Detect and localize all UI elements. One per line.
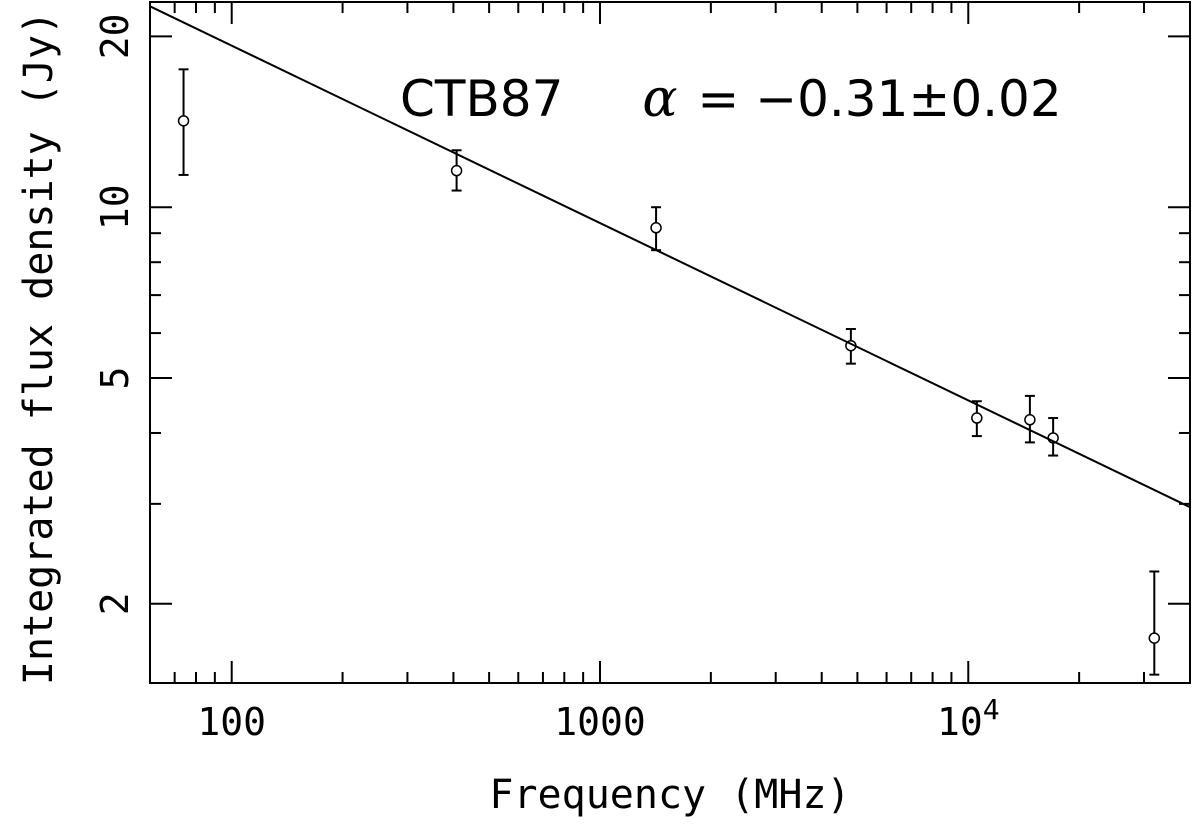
data-point xyxy=(177,115,190,127)
annotation-alpha-symbol: α xyxy=(642,69,677,129)
y-tick-label: 20 xyxy=(93,14,137,60)
annotation-source: CTB87 xyxy=(400,70,563,128)
y-axis-title: Integrated flux density (Jy) xyxy=(16,11,62,685)
data-point xyxy=(1148,632,1161,644)
data-point xyxy=(971,412,983,424)
fit-line xyxy=(149,5,1191,509)
x-tick-label: 100 xyxy=(197,700,266,744)
tick-labels: 100 1000 104 2 5 10 20 xyxy=(93,14,1000,744)
x-axis-title: Frequency (MHz) xyxy=(489,772,850,818)
data-point xyxy=(1024,414,1036,426)
plot-frame xyxy=(149,1,1191,684)
x-tick-label: 104 xyxy=(937,693,1000,744)
data-point xyxy=(1047,432,1059,444)
y-tick-label: 2 xyxy=(93,592,137,615)
data-point xyxy=(845,339,857,352)
x-tick-label: 1000 xyxy=(554,700,646,744)
axis-ticks xyxy=(149,2,1191,683)
data-point xyxy=(450,164,463,177)
data-points xyxy=(177,68,1161,676)
y-tick-label: 5 xyxy=(93,367,137,390)
annotation: CTB87 α = −0.31±0.02 xyxy=(400,69,1062,129)
data-point xyxy=(650,222,662,234)
y-tick-label: 10 xyxy=(93,184,137,230)
annotation-alpha-value: = −0.31±0.02 xyxy=(682,70,1062,128)
